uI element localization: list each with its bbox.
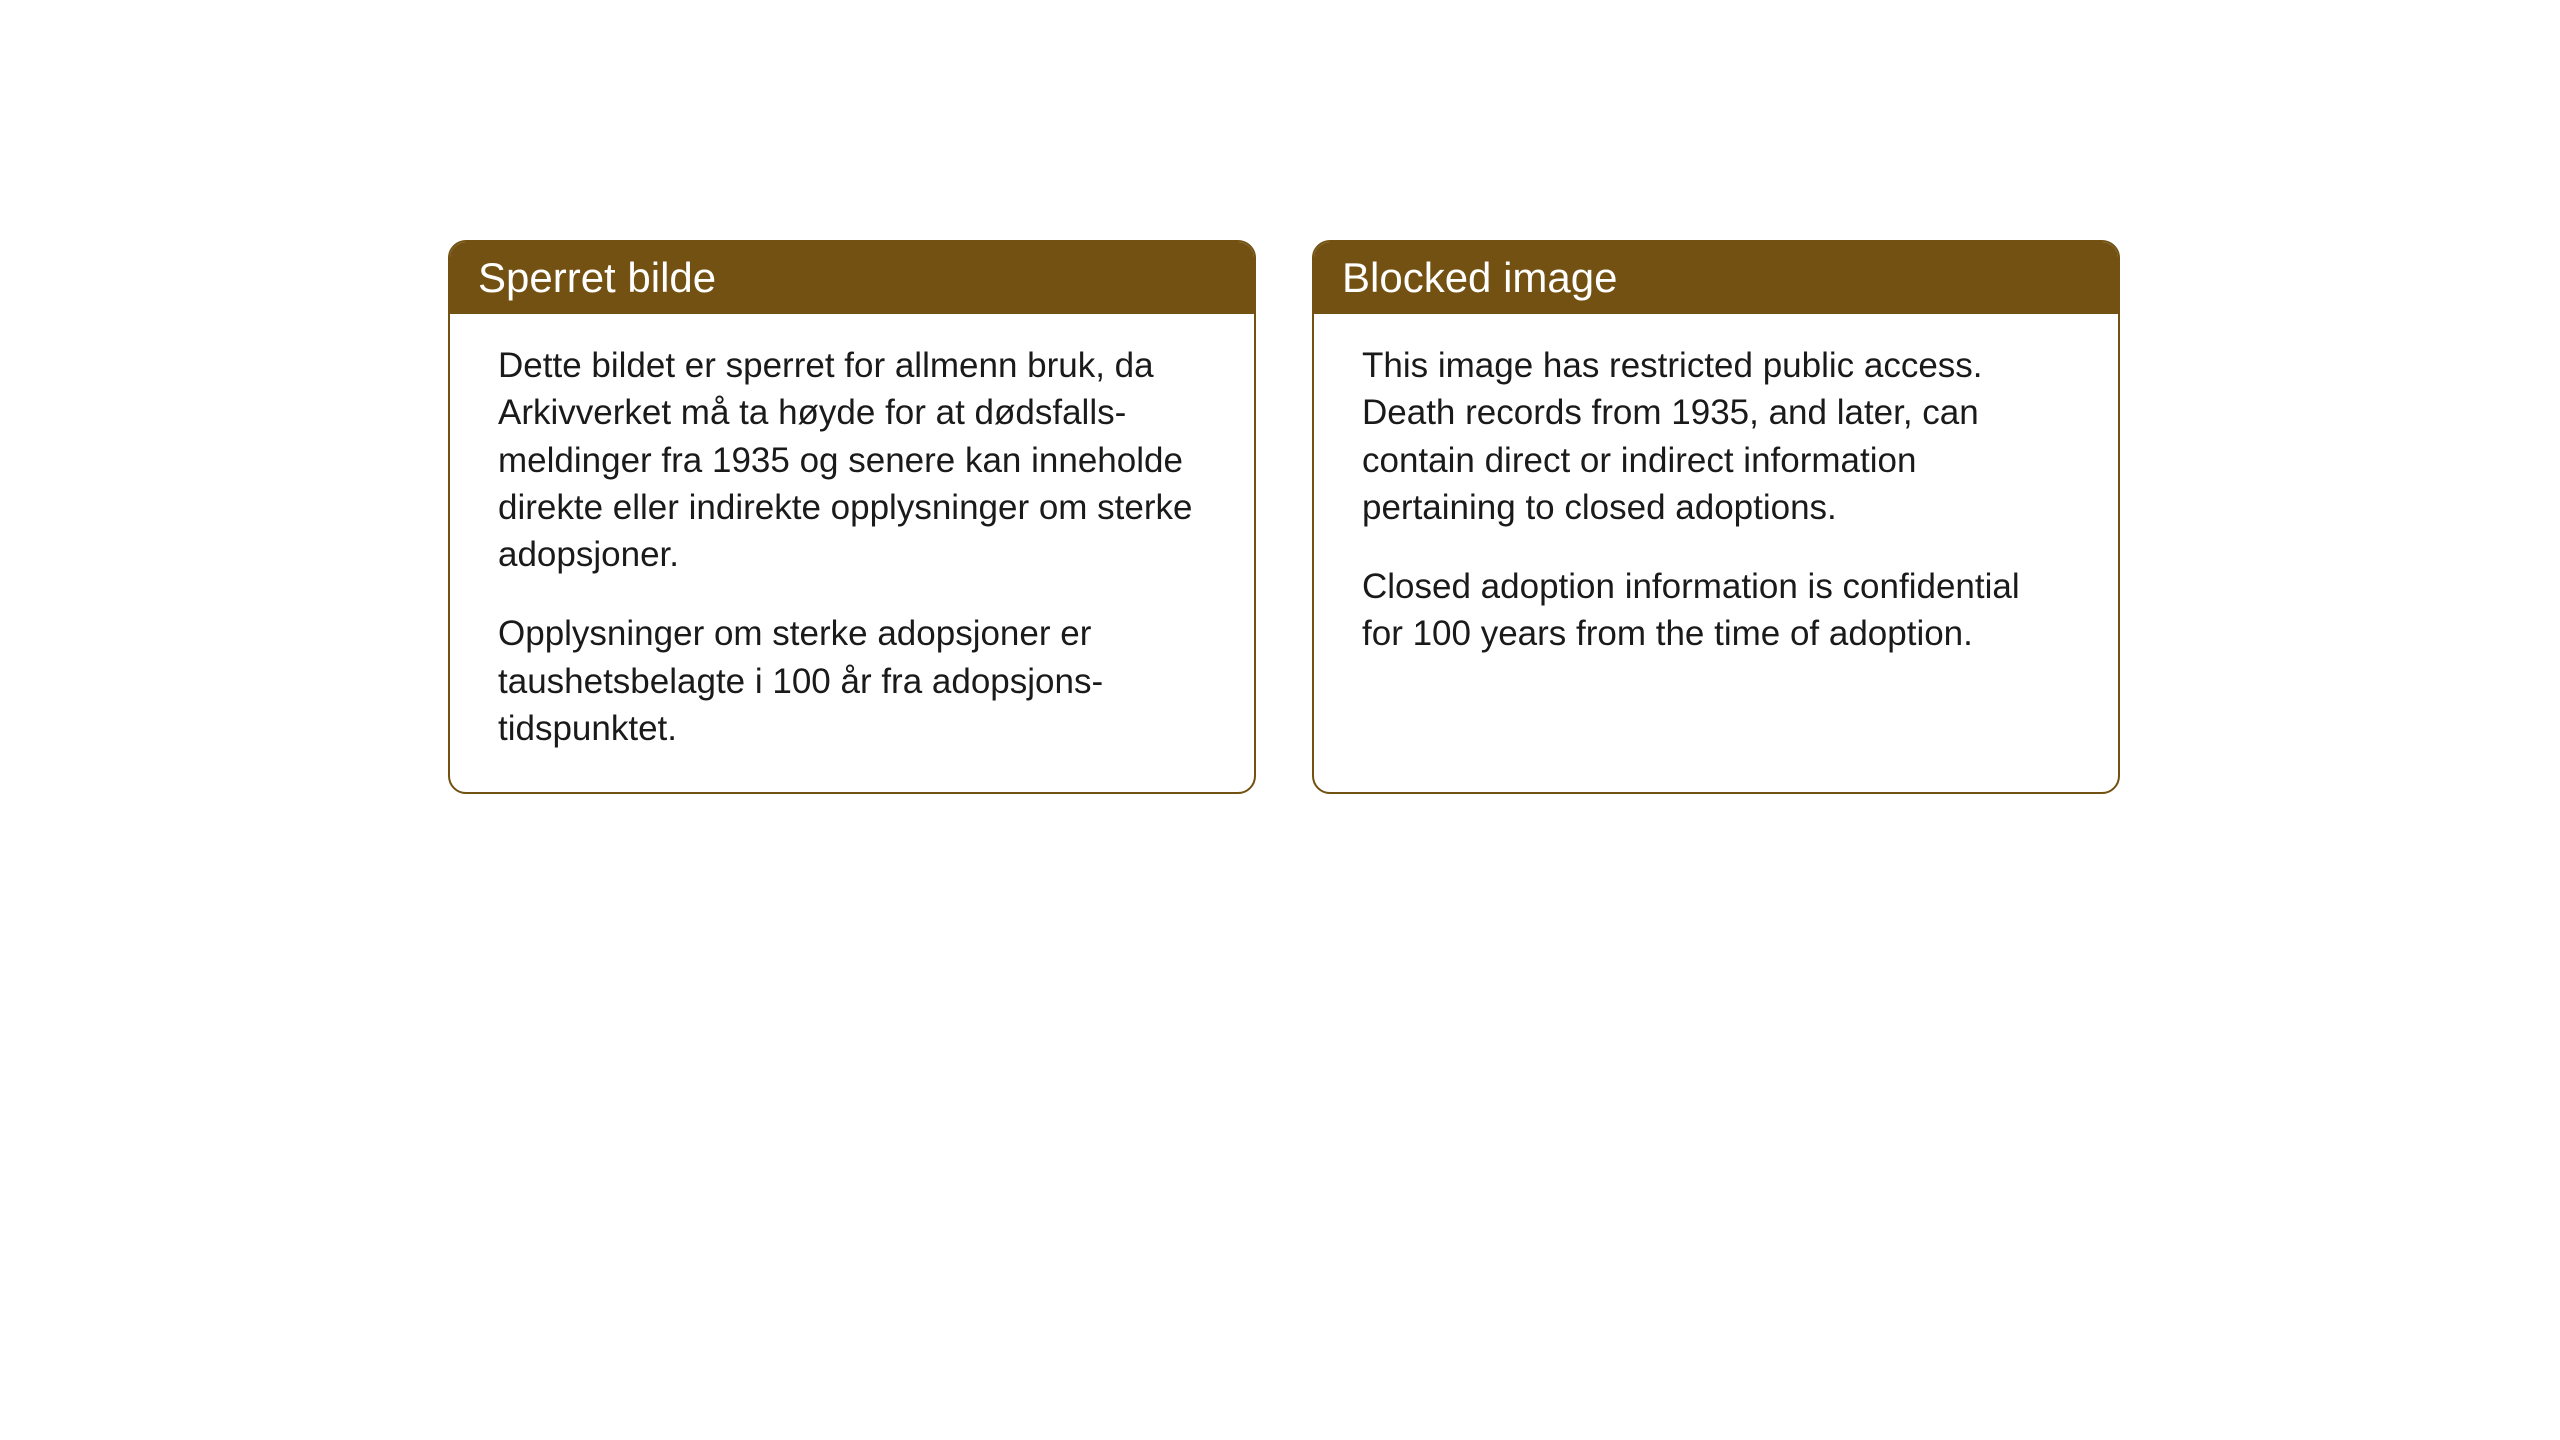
norwegian-card-title: Sperret bilde bbox=[450, 242, 1254, 314]
norwegian-paragraph-1: Dette bildet er sperret for allmenn bruk… bbox=[498, 342, 1206, 578]
norwegian-card-body: Dette bildet er sperret for allmenn bruk… bbox=[450, 314, 1254, 792]
notice-container: Sperret bilde Dette bildet er sperret fo… bbox=[448, 240, 2120, 794]
english-card-title: Blocked image bbox=[1314, 242, 2118, 314]
norwegian-notice-card: Sperret bilde Dette bildet er sperret fo… bbox=[448, 240, 1256, 794]
english-notice-card: Blocked image This image has restricted … bbox=[1312, 240, 2120, 794]
english-paragraph-2: Closed adoption information is confident… bbox=[1362, 563, 2070, 658]
english-paragraph-1: This image has restricted public access.… bbox=[1362, 342, 2070, 531]
english-card-body: This image has restricted public access.… bbox=[1314, 314, 2118, 698]
norwegian-paragraph-2: Opplysninger om sterke adopsjoner er tau… bbox=[498, 610, 1206, 752]
